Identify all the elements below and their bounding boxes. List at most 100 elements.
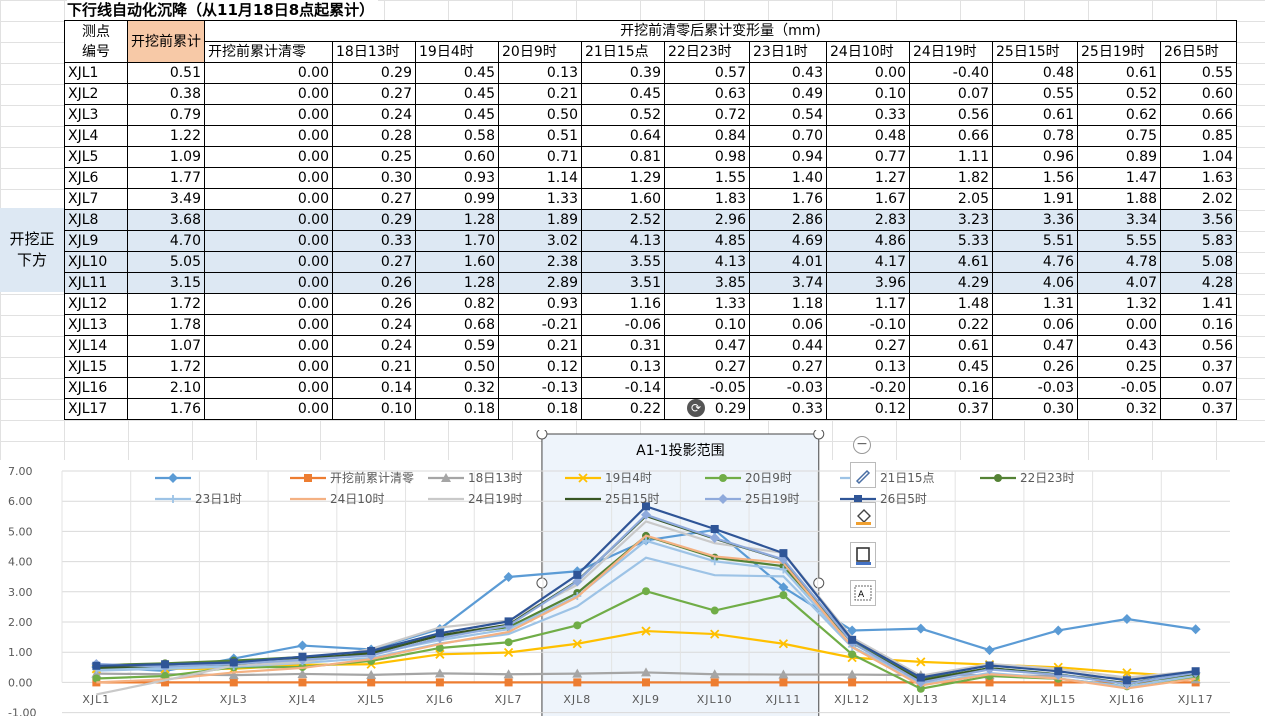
data-point[interactable]: [710, 557, 719, 566]
value-cell[interactable]: 0.43: [749, 62, 827, 84]
value-cell[interactable]: 4.29: [909, 272, 993, 294]
data-point[interactable]: [916, 657, 926, 667]
data-point[interactable]: [435, 643, 444, 652]
value-cell[interactable]: 0.62: [1077, 104, 1161, 126]
resize-handle[interactable]: [813, 430, 825, 440]
value-cell[interactable]: 1.91: [992, 188, 1078, 210]
value-cell[interactable]: 0.37: [1160, 356, 1237, 378]
data-point[interactable]: [1122, 676, 1131, 685]
value-cell[interactable]: -0.40: [909, 62, 993, 84]
value-cell[interactable]: 0.27: [749, 356, 827, 378]
data-point[interactable]: [434, 633, 445, 644]
data-point[interactable]: [710, 629, 720, 639]
column-header[interactable]: 开挖前累计清零: [204, 41, 333, 63]
value-cell[interactable]: 0.16: [909, 377, 993, 399]
data-point[interactable]: [1054, 667, 1063, 676]
value-cell[interactable]: 1.47: [1077, 167, 1161, 189]
header-point[interactable]: 测点编号: [64, 20, 128, 63]
value-cell[interactable]: 3.96: [826, 272, 910, 294]
data-point[interactable]: [709, 669, 720, 679]
value-cell[interactable]: 1.14: [498, 167, 582, 189]
value-cell[interactable]: 4.69: [749, 230, 827, 252]
value-cell[interactable]: 0.66: [1160, 104, 1237, 126]
value-cell[interactable]: 2.96: [664, 209, 750, 231]
value-cell[interactable]: 0.29: [664, 398, 750, 420]
value-cell[interactable]: 0.81: [581, 146, 665, 168]
value-cell[interactable]: 0.61: [992, 104, 1078, 126]
value-cell[interactable]: 0.00: [204, 188, 333, 210]
data-point[interactable]: [709, 533, 720, 544]
series-line[interactable]: [96, 534, 1196, 690]
data-point[interactable]: [984, 645, 995, 656]
data-point[interactable]: [168, 473, 178, 483]
column-header[interactable]: 25日19时: [1077, 41, 1161, 63]
acc-cell[interactable]: 1.72: [127, 293, 205, 315]
value-cell[interactable]: 0.45: [581, 83, 665, 105]
value-cell[interactable]: 1.28: [415, 272, 499, 294]
column-header[interactable]: 20日9时: [498, 41, 582, 63]
value-cell[interactable]: 0.06: [992, 314, 1078, 336]
data-point[interactable]: [229, 658, 238, 667]
data-point[interactable]: [718, 494, 728, 504]
value-cell[interactable]: 0.18: [415, 398, 499, 420]
acc-cell[interactable]: 1.76: [127, 398, 205, 420]
value-cell[interactable]: 0.70: [749, 125, 827, 147]
data-point[interactable]: [434, 668, 445, 678]
value-cell[interactable]: 0.27: [332, 251, 416, 273]
data-point[interactable]: [848, 650, 857, 659]
value-cell[interactable]: 0.51: [498, 125, 582, 147]
value-cell[interactable]: 0.47: [992, 335, 1078, 357]
column-header[interactable]: 19日4时: [415, 41, 499, 63]
column-header[interactable]: 18日13时: [332, 41, 416, 63]
value-cell[interactable]: 1.17: [826, 293, 910, 315]
value-cell[interactable]: 0.93: [415, 167, 499, 189]
value-cell[interactable]: 0.45: [415, 83, 499, 105]
value-cell[interactable]: -0.05: [664, 377, 750, 399]
data-point[interactable]: [710, 524, 719, 533]
point-id-cell[interactable]: XJL3: [64, 104, 128, 126]
value-cell[interactable]: 0.44: [749, 335, 827, 357]
header-group[interactable]: 开挖前清零后累计变形量（mm): [204, 20, 1237, 42]
value-cell[interactable]: 0.54: [749, 104, 827, 126]
value-cell[interactable]: -0.03: [992, 377, 1078, 399]
acc-cell[interactable]: 1.22: [127, 125, 205, 147]
value-cell[interactable]: 0.00: [204, 293, 333, 315]
point-id-cell[interactable]: XJL17: [64, 398, 128, 420]
value-cell[interactable]: 0.59: [415, 335, 499, 357]
data-point[interactable]: [435, 649, 445, 659]
data-point[interactable]: [642, 587, 650, 596]
value-cell[interactable]: 3.51: [581, 272, 665, 294]
data-point[interactable]: [1191, 667, 1200, 676]
value-cell[interactable]: 0.27: [664, 356, 750, 378]
value-cell[interactable]: 0.50: [498, 104, 582, 126]
series-line[interactable]: [96, 520, 1196, 696]
acc-cell[interactable]: 0.51: [127, 62, 205, 84]
value-cell[interactable]: 0.21: [332, 356, 416, 378]
acc-cell[interactable]: 1.09: [127, 146, 205, 168]
value-cell[interactable]: 2.05: [909, 188, 993, 210]
data-point[interactable]: [916, 673, 925, 682]
value-cell[interactable]: 0.50: [415, 356, 499, 378]
value-cell[interactable]: 1.60: [581, 188, 665, 210]
value-cell[interactable]: 0.07: [1160, 377, 1237, 399]
data-point[interactable]: [847, 669, 858, 679]
value-cell[interactable]: 4.06: [992, 272, 1078, 294]
value-cell[interactable]: 0.58: [415, 125, 499, 147]
value-cell[interactable]: 0.63: [664, 83, 750, 105]
value-cell[interactable]: 0.00: [204, 356, 333, 378]
data-point[interactable]: [985, 661, 994, 670]
value-cell[interactable]: 4.78: [1077, 251, 1161, 273]
value-cell[interactable]: 0.14: [332, 377, 416, 399]
value-cell[interactable]: 2.02: [1160, 188, 1237, 210]
value-cell[interactable]: 0.93: [498, 293, 582, 315]
value-cell[interactable]: 0.00: [204, 104, 333, 126]
value-cell[interactable]: 0.25: [332, 146, 416, 168]
value-cell[interactable]: 0.28: [332, 125, 416, 147]
value-cell[interactable]: 1.32: [1077, 293, 1161, 315]
value-cell[interactable]: 1.67: [826, 188, 910, 210]
value-cell[interactable]: 0.21: [498, 83, 582, 105]
value-cell[interactable]: 0.21: [498, 335, 582, 357]
value-cell[interactable]: 1.82: [909, 167, 993, 189]
data-point[interactable]: [572, 576, 583, 587]
data-point[interactable]: [854, 495, 862, 503]
